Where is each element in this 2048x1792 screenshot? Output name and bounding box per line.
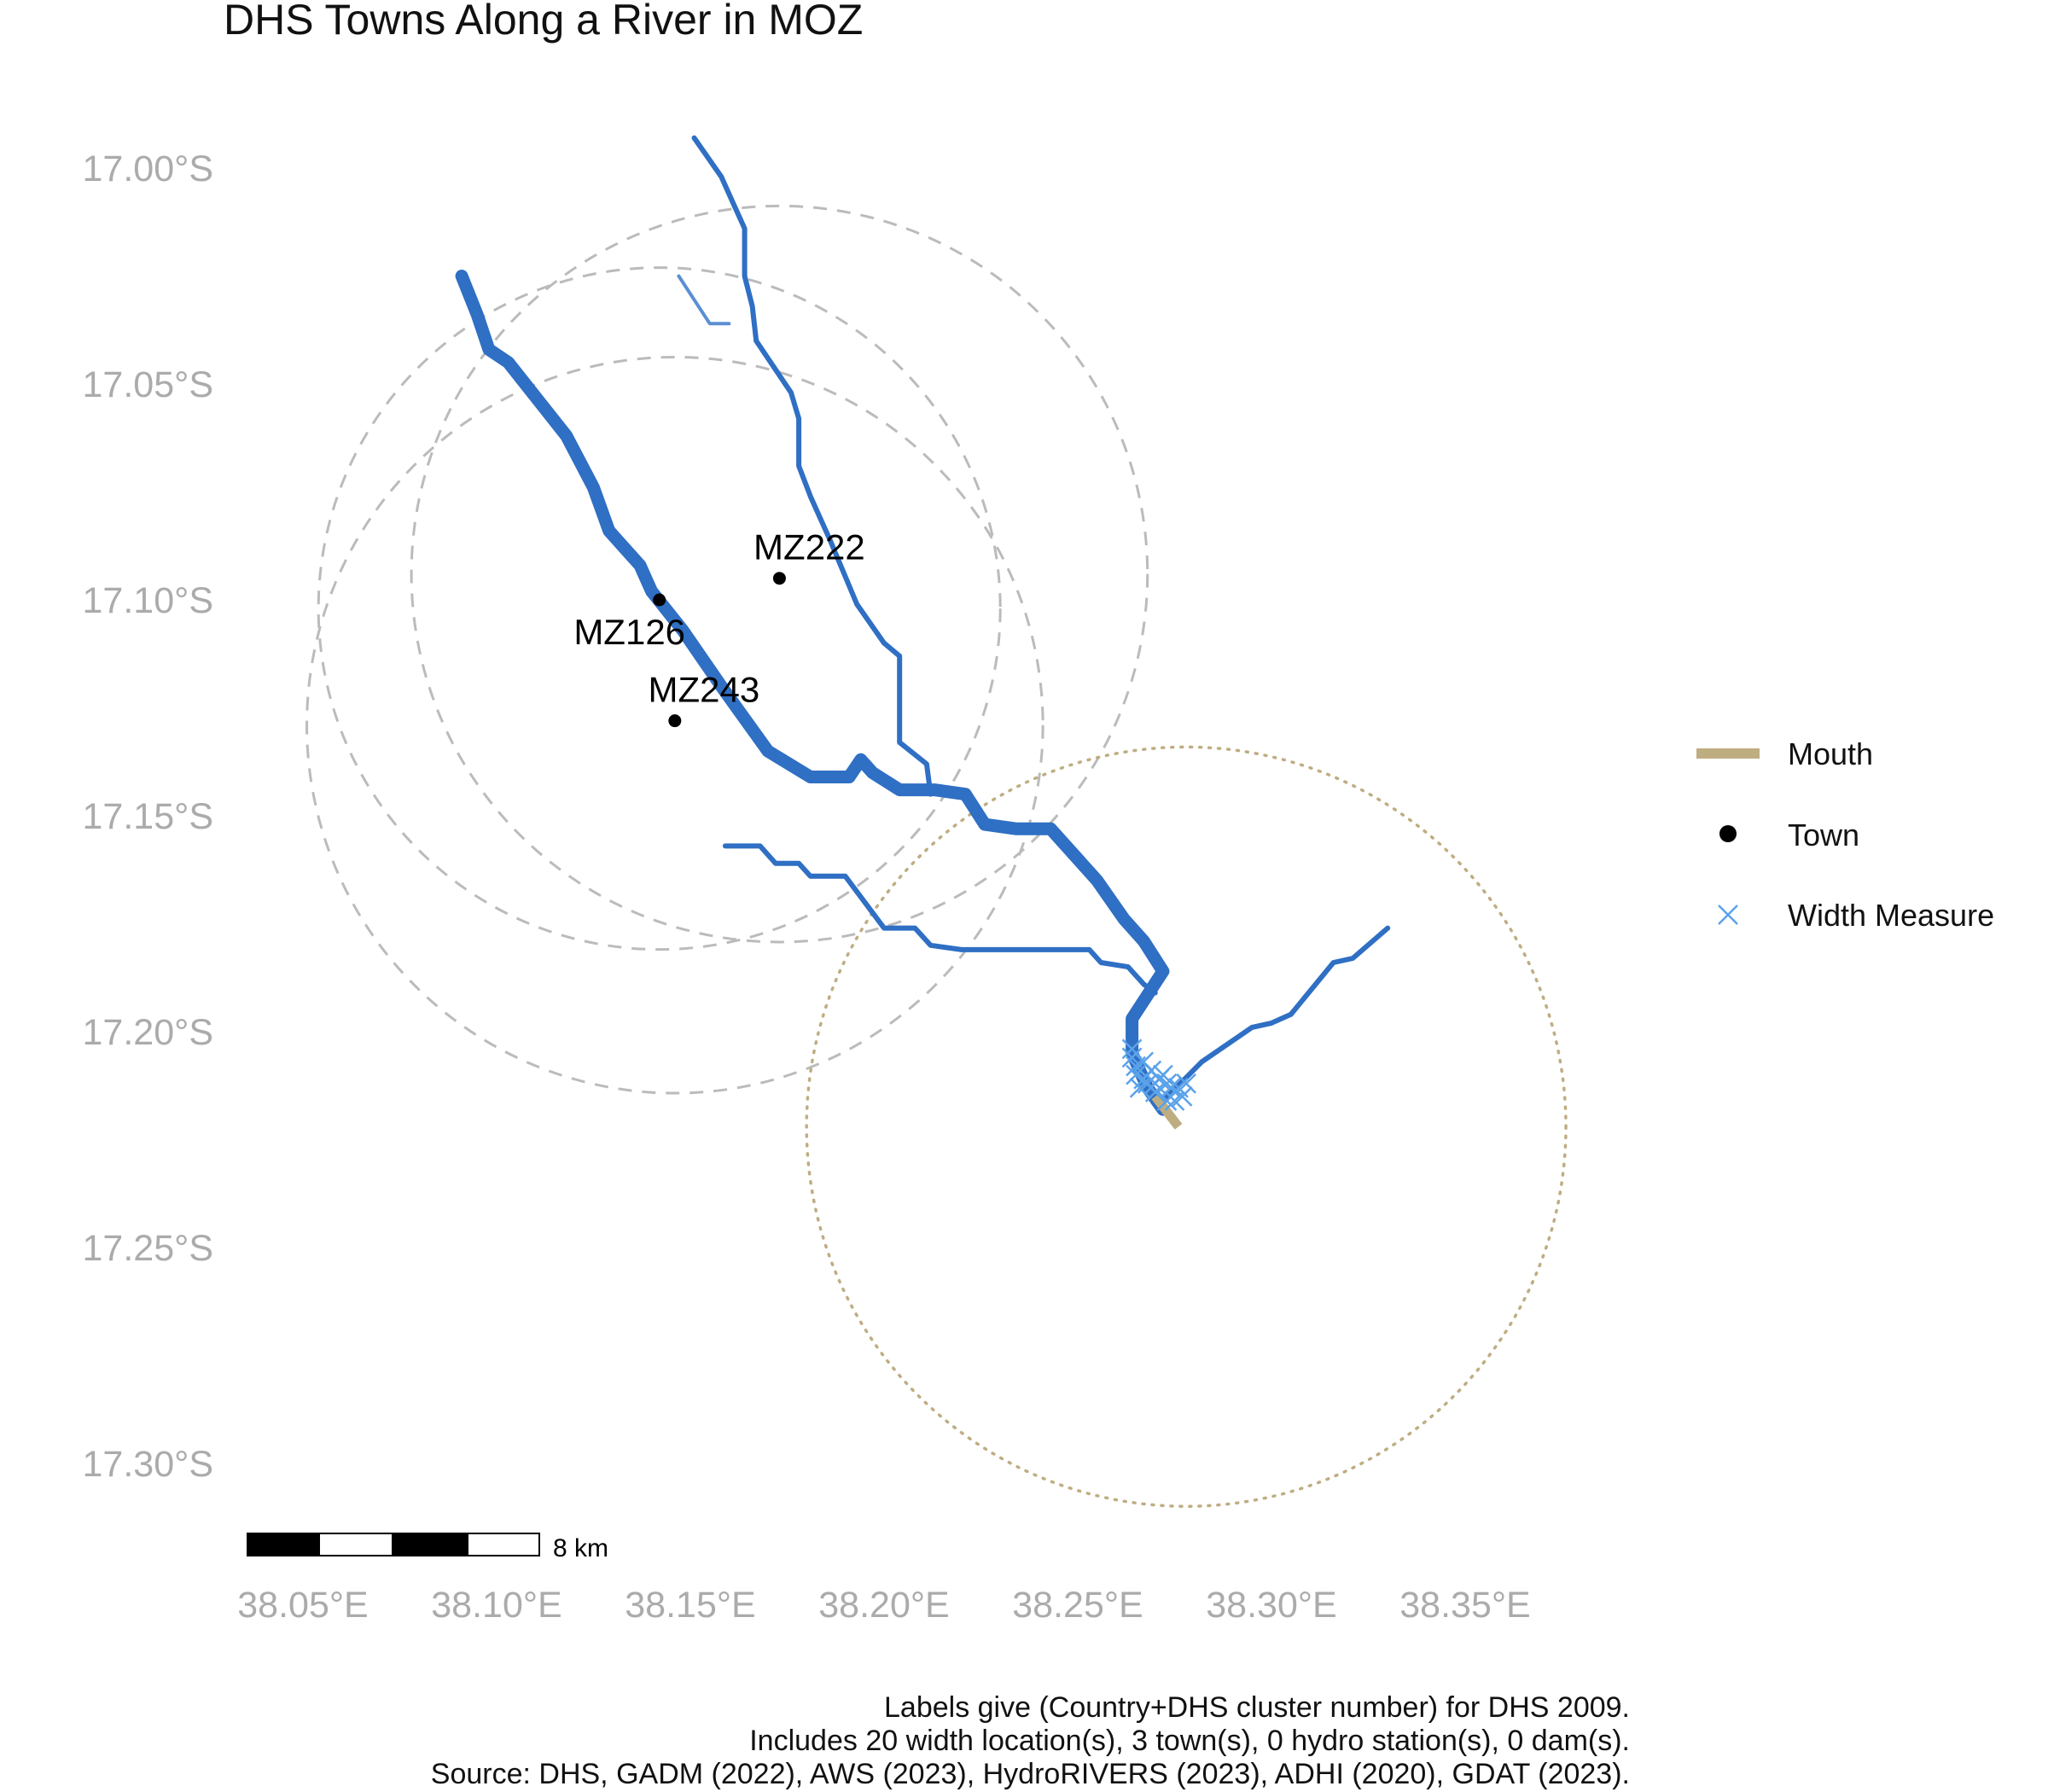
- caption-line-1: Labels give (Country+DHS cluster number)…: [884, 1691, 1630, 1724]
- mouth-buffer-circle: [805, 745, 1568, 1508]
- y-tick-label: 17.15°S: [83, 796, 213, 837]
- scale-bar-segment: [467, 1533, 540, 1556]
- town-dot: [653, 593, 666, 607]
- map-caption: Labels give (Country+DHS cluster number)…: [431, 1691, 1630, 1790]
- town-dot: [668, 714, 682, 728]
- town-legend-key: [1719, 825, 1737, 842]
- longitude-axis: 38.05°E 38.10°E 38.15°E 38.20°E 38.25°E 38.30…: [237, 1585, 1530, 1626]
- x-tick-label: 38.10°E: [431, 1585, 561, 1626]
- river-main-stem: [455, 270, 1170, 1116]
- caption-line-3: Source: DHS, GADM (2022), AWS (2023), Hy…: [431, 1758, 1630, 1790]
- width-measure-markers: [1121, 1039, 1197, 1111]
- y-tick-label: 17.10°S: [83, 580, 213, 621]
- legend-label-width-measure: Width Measure: [1788, 898, 1994, 933]
- width-measure-marker: [1144, 1073, 1166, 1094]
- scale-bar-segment: [392, 1533, 468, 1556]
- width-measure-marker: [1164, 1091, 1185, 1111]
- width-measure-marker: [1144, 1081, 1166, 1103]
- x-tick-label: 38.35°E: [1399, 1585, 1530, 1626]
- legend-item-width: Width Measure: [1718, 898, 1994, 933]
- river-north-tributary: [691, 135, 934, 797]
- town-buffer-circles: [305, 204, 1149, 1095]
- town-buffer-circle: [410, 204, 1149, 944]
- y-tick-label: 17.00°S: [83, 148, 213, 189]
- width-measure-legend-key: [1718, 905, 1738, 925]
- town-buffer-circle: [305, 355, 1044, 1095]
- x-tick-label: 38.30°E: [1206, 1585, 1336, 1626]
- width-measure-marker: [1161, 1077, 1181, 1098]
- legend-label-mouth: Mouth: [1788, 736, 1873, 771]
- scale-bar-segment: [247, 1533, 320, 1556]
- town-label: MZ243: [648, 670, 759, 710]
- latitude-axis: 17.00°S 17.05°S 17.10°S 17.15°S 17.20°S 17.25…: [83, 148, 213, 1485]
- river-network: [455, 135, 1391, 1116]
- legend: Mouth Town Width Measure: [1696, 736, 1994, 933]
- river-west-tributary: [722, 843, 1158, 996]
- width-measure-marker: [1133, 1051, 1155, 1073]
- scale-bar-segment: [318, 1533, 393, 1556]
- map-title: DHS Towns Along a River in MOZ: [224, 0, 863, 44]
- river-north-small-branch: [677, 274, 731, 326]
- y-tick-label: 17.25°S: [83, 1228, 213, 1269]
- x-tick-label: 38.25°E: [1012, 1585, 1143, 1626]
- legend-item-mouth: Mouth: [1696, 736, 1873, 771]
- scale-bar: 8 km: [247, 1533, 608, 1562]
- y-tick-label: 17.05°S: [83, 364, 213, 405]
- width-measure-marker: [1176, 1073, 1197, 1094]
- town-label: MZ222: [753, 527, 865, 567]
- town-dot: [772, 572, 786, 585]
- legend-label-town: Town: [1788, 817, 1859, 852]
- town-label: MZ126: [573, 612, 685, 652]
- town-markers: MZ222 MZ126 MZ243: [573, 527, 865, 728]
- scale-bar-label: 8 km: [553, 1534, 608, 1562]
- town-buffer-circle: [317, 266, 1002, 951]
- x-tick-label: 38.05°E: [237, 1585, 368, 1626]
- y-tick-label: 17.20°S: [83, 1012, 213, 1053]
- x-tick-label: 38.15°E: [625, 1585, 755, 1626]
- river-mouth: [1151, 1093, 1183, 1130]
- mouth-segment: [1151, 1093, 1183, 1130]
- mouth-buffer-circle: [805, 745, 1568, 1508]
- y-tick-label: 17.30°S: [83, 1444, 213, 1485]
- river-east-tributary: [1160, 925, 1391, 1103]
- caption-line-2: Includes 20 width location(s), 3 town(s)…: [749, 1725, 1630, 1757]
- legend-item-town: Town: [1719, 817, 1859, 852]
- width-measure-marker: [1156, 1091, 1178, 1111]
- x-tick-label: 38.20°E: [818, 1585, 949, 1626]
